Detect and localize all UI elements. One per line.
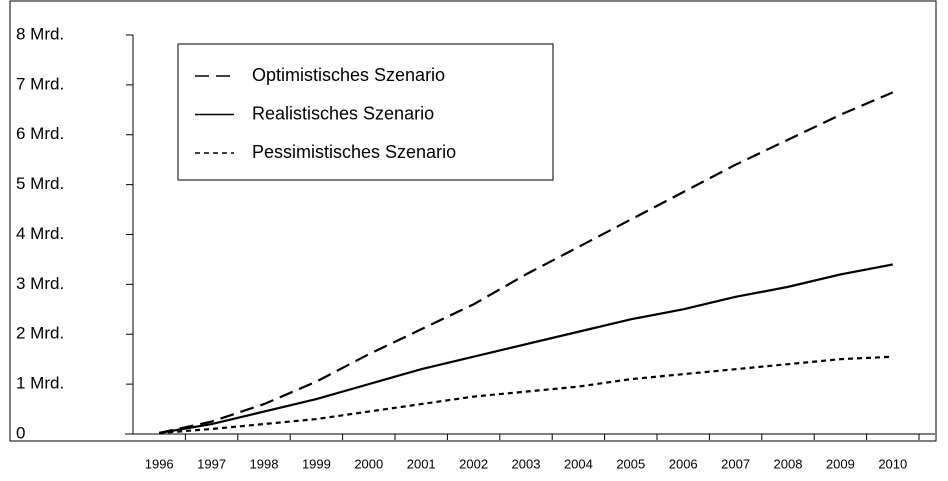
series-line: [159, 355, 893, 435]
series-line: [159, 263, 894, 435]
y-tick-label: 3 Mrd.: [16, 274, 64, 293]
x-tick-label: 2003: [512, 456, 541, 471]
x-tick-label: 1996: [145, 456, 174, 471]
x-tick-label: 2005: [616, 456, 645, 471]
y-tick-label: 6 Mrd.: [16, 124, 64, 143]
x-tick-label: 2002: [459, 456, 488, 471]
x-tick-label: 2006: [669, 456, 698, 471]
legend-box: [177, 43, 554, 181]
legend-label: Optimistisches Szenario: [252, 65, 445, 85]
y-tick-label: 1 Mrd.: [16, 374, 64, 393]
y-tick-label: 7 Mrd.: [16, 74, 64, 93]
y-tick-label: 8 Mrd.: [16, 24, 64, 43]
frame: [9, 0, 937, 442]
legend-label: Pessimistisches Szenario: [252, 142, 456, 162]
y-tick-label: 5 Mrd.: [16, 174, 64, 193]
y-tick-label: 4 Mrd.: [16, 224, 64, 243]
x-tick-label: 2010: [878, 456, 907, 471]
x-tick-label: 1998: [250, 456, 279, 471]
x-tick-label: 2007: [721, 456, 750, 471]
x-tick-label: 1997: [197, 456, 226, 471]
series-line: [158, 91, 894, 435]
y-tick-label: 2 Mrd.: [16, 324, 64, 343]
legend-label: Realistisches Szenario: [252, 103, 434, 123]
y-tick-label: 0: [16, 423, 25, 442]
x-tick-label: 2001: [407, 456, 436, 471]
x-tick-label: 2009: [826, 456, 855, 471]
x-tick-label: 2000: [354, 456, 383, 471]
x-tick-label: 2004: [564, 456, 593, 471]
x-tick-label: 2008: [774, 456, 803, 471]
x-tick-label: 1999: [302, 456, 331, 471]
